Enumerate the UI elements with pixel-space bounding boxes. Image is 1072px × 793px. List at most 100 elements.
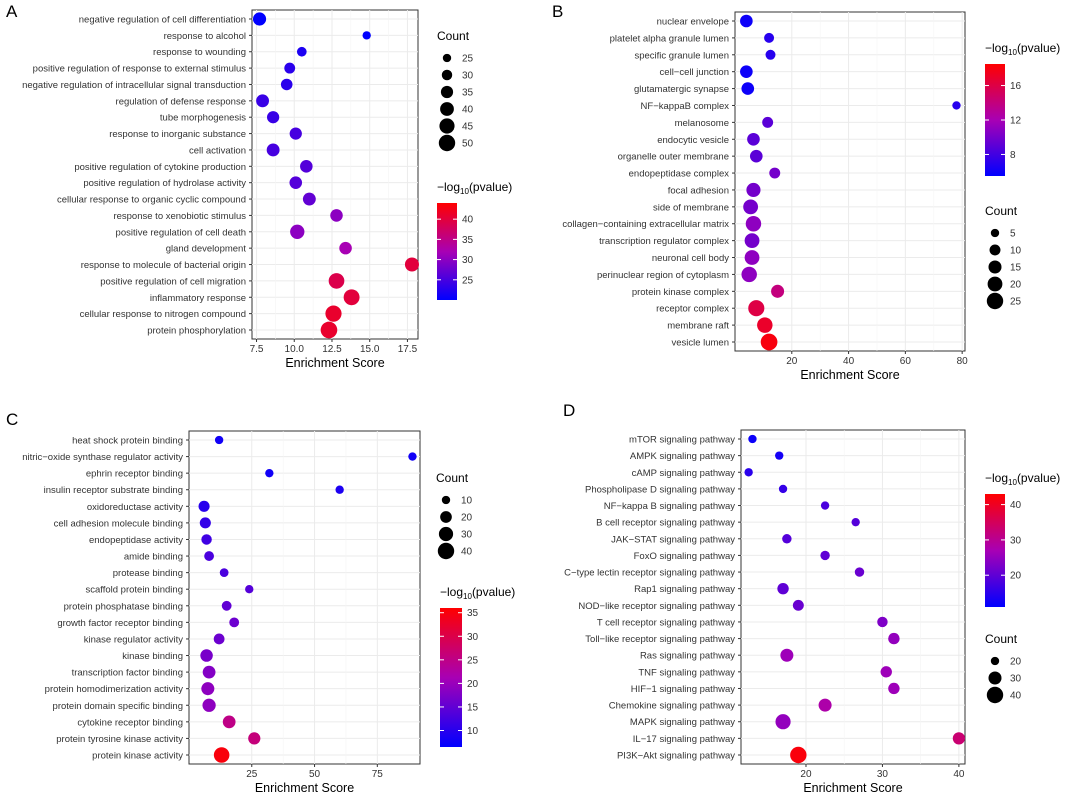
- data-point[interactable]: [266, 143, 280, 157]
- data-point[interactable]: [221, 600, 232, 611]
- data-point[interactable]: [267, 111, 280, 124]
- data-point[interactable]: [771, 284, 785, 298]
- size-legend-dot: [439, 118, 455, 134]
- data-point[interactable]: [280, 78, 293, 91]
- color-bar: [985, 494, 1005, 607]
- data-point[interactable]: [229, 617, 240, 628]
- data-point[interactable]: [775, 714, 791, 730]
- y-tick-label: negative regulation of intracellular sig…: [22, 80, 246, 91]
- data-point[interactable]: [204, 551, 214, 561]
- data-point[interactable]: [775, 451, 784, 460]
- data-point[interactable]: [289, 127, 302, 140]
- data-point[interactable]: [778, 484, 788, 494]
- y-tick-label: FoxO signaling pathway: [634, 551, 736, 562]
- data-point[interactable]: [782, 534, 792, 544]
- data-point[interactable]: [762, 116, 774, 128]
- data-point[interactable]: [757, 317, 773, 333]
- data-point[interactable]: [744, 468, 753, 477]
- data-point[interactable]: [748, 434, 757, 444]
- y-tick-label: positive regulation of cell death: [116, 227, 246, 238]
- data-point[interactable]: [851, 517, 860, 527]
- x-tick-label: 17.5: [398, 344, 418, 355]
- data-point[interactable]: [202, 665, 216, 679]
- x-tick-label: 7.5: [250, 344, 264, 355]
- data-point[interactable]: [740, 65, 753, 78]
- data-point[interactable]: [744, 250, 760, 265]
- data-point[interactable]: [741, 266, 757, 283]
- data-point[interactable]: [408, 452, 417, 461]
- data-point[interactable]: [743, 199, 759, 215]
- data-point[interactable]: [289, 176, 303, 189]
- data-point[interactable]: [820, 501, 830, 510]
- data-point[interactable]: [777, 582, 789, 595]
- data-point[interactable]: [790, 746, 807, 764]
- data-point[interactable]: [792, 599, 804, 611]
- data-point[interactable]: [296, 46, 307, 57]
- data-point[interactable]: [888, 682, 900, 695]
- x-axis-title: Enrichment Score: [285, 356, 384, 370]
- data-point[interactable]: [880, 666, 892, 678]
- data-point[interactable]: [213, 747, 230, 763]
- y-tick-label: C−type lectin receptor signaling pathway: [564, 568, 735, 579]
- plot-area: [188, 430, 421, 765]
- data-point[interactable]: [744, 233, 760, 249]
- data-point[interactable]: [198, 500, 210, 512]
- data-point[interactable]: [302, 192, 316, 206]
- data-point[interactable]: [265, 468, 274, 478]
- y-tick-label: response to inorganic substance: [109, 129, 246, 140]
- data-point[interactable]: [202, 698, 216, 712]
- data-point[interactable]: [343, 289, 360, 306]
- data-point[interactable]: [404, 257, 419, 272]
- data-point[interactable]: [780, 648, 794, 662]
- data-point[interactable]: [256, 94, 269, 108]
- data-point[interactable]: [747, 132, 760, 146]
- data-point[interactable]: [769, 167, 781, 179]
- data-point[interactable]: [818, 698, 832, 712]
- x-tick-label: 40: [843, 356, 855, 367]
- data-point[interactable]: [213, 633, 225, 645]
- data-point[interactable]: [952, 732, 965, 745]
- data-point[interactable]: [888, 632, 900, 645]
- data-point[interactable]: [362, 31, 371, 40]
- data-point[interactable]: [335, 485, 344, 494]
- data-point[interactable]: [952, 101, 961, 110]
- data-point[interactable]: [820, 550, 830, 561]
- data-point[interactable]: [201, 534, 212, 545]
- data-point[interactable]: [245, 585, 254, 594]
- data-point[interactable]: [740, 14, 753, 28]
- data-point[interactable]: [746, 182, 761, 198]
- data-point[interactable]: [320, 321, 338, 339]
- data-point[interactable]: [201, 682, 215, 696]
- data-point[interactable]: [290, 224, 305, 239]
- y-tick-label: cytokine receptor binding: [77, 717, 183, 728]
- data-point[interactable]: [222, 715, 236, 729]
- color-bar-label: 30: [1010, 535, 1022, 546]
- data-point[interactable]: [328, 273, 345, 289]
- color-legend-title-prefix: −log: [985, 41, 1008, 55]
- y-tick-label: positive regulation of response to exter…: [33, 64, 247, 75]
- y-tick-label: oxidoreductase activity: [87, 502, 183, 513]
- data-point[interactable]: [854, 567, 865, 577]
- data-point[interactable]: [748, 300, 765, 317]
- data-point[interactable]: [765, 49, 776, 60]
- data-point[interactable]: [284, 62, 296, 74]
- data-point[interactable]: [199, 517, 211, 529]
- data-point[interactable]: [760, 333, 778, 351]
- data-point[interactable]: [741, 82, 755, 95]
- data-point[interactable]: [764, 32, 775, 43]
- data-point[interactable]: [252, 12, 267, 26]
- data-point[interactable]: [330, 209, 343, 222]
- data-point[interactable]: [877, 616, 888, 628]
- data-point[interactable]: [300, 160, 313, 173]
- data-point[interactable]: [248, 732, 261, 745]
- size-legend-label: 5: [1010, 229, 1016, 240]
- data-point[interactable]: [745, 216, 762, 232]
- color-legend-title-suffix: (pvalue): [472, 585, 515, 599]
- data-point[interactable]: [219, 568, 229, 578]
- data-point[interactable]: [200, 649, 213, 662]
- data-point[interactable]: [339, 241, 352, 255]
- y-tick-label: protease binding: [113, 568, 183, 579]
- data-point[interactable]: [214, 435, 224, 445]
- data-point[interactable]: [325, 305, 342, 322]
- data-point[interactable]: [749, 149, 763, 163]
